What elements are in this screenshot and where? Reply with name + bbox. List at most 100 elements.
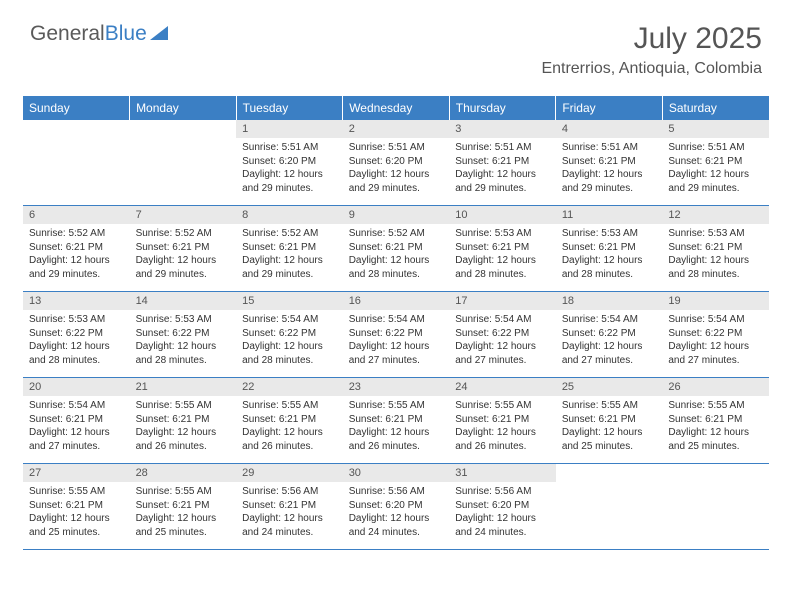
calendar-day-cell: 5Sunrise: 5:51 AMSunset: 6:21 PMDaylight… bbox=[662, 120, 769, 206]
day-number: 20 bbox=[23, 378, 130, 396]
day-line: Sunset: 6:22 PM bbox=[562, 327, 657, 341]
weekday-header: Wednesday bbox=[343, 96, 450, 120]
day-details: Sunrise: 5:56 AMSunset: 6:21 PMDaylight:… bbox=[236, 482, 343, 549]
day-number: 14 bbox=[130, 292, 237, 310]
day-line: Daylight: 12 hours bbox=[349, 168, 444, 182]
day-number: 31 bbox=[449, 464, 556, 482]
weekday-header: Saturday bbox=[662, 96, 769, 120]
day-line: Sunset: 6:21 PM bbox=[29, 241, 124, 255]
day-line: Sunset: 6:21 PM bbox=[136, 413, 231, 427]
calendar-day-cell: 25Sunrise: 5:55 AMSunset: 6:21 PMDayligh… bbox=[556, 378, 663, 464]
day-line: Sunrise: 5:55 AM bbox=[455, 399, 550, 413]
day-number: 6 bbox=[23, 206, 130, 224]
day-line: Sunrise: 5:56 AM bbox=[242, 485, 337, 499]
day-number: 21 bbox=[130, 378, 237, 396]
day-line: and 27 minutes. bbox=[562, 354, 657, 368]
day-line: Sunset: 6:21 PM bbox=[455, 413, 550, 427]
day-line: Sunset: 6:21 PM bbox=[349, 413, 444, 427]
logo-text: GeneralBlue bbox=[30, 22, 147, 46]
calendar-day-cell: 14Sunrise: 5:53 AMSunset: 6:22 PMDayligh… bbox=[130, 292, 237, 378]
calendar-day-cell: 2Sunrise: 5:51 AMSunset: 6:20 PMDaylight… bbox=[343, 120, 450, 206]
day-line: Sunset: 6:20 PM bbox=[349, 499, 444, 513]
logo-word2: Blue bbox=[105, 22, 147, 45]
title-block: July 2025 Entrerrios, Antioquia, Colombi… bbox=[541, 22, 762, 78]
day-line: Daylight: 12 hours bbox=[455, 340, 550, 354]
day-line: Sunrise: 5:53 AM bbox=[455, 227, 550, 241]
day-line: Sunrise: 5:53 AM bbox=[562, 227, 657, 241]
day-line: Sunset: 6:21 PM bbox=[29, 413, 124, 427]
day-details: Sunrise: 5:55 AMSunset: 6:21 PMDaylight:… bbox=[130, 482, 237, 549]
day-line: Sunset: 6:22 PM bbox=[455, 327, 550, 341]
calendar-day-cell: 1Sunrise: 5:51 AMSunset: 6:20 PMDaylight… bbox=[236, 120, 343, 206]
day-line: and 29 minutes. bbox=[242, 182, 337, 196]
day-line: Daylight: 12 hours bbox=[136, 340, 231, 354]
calendar-day-cell: 27Sunrise: 5:55 AMSunset: 6:21 PMDayligh… bbox=[23, 464, 130, 550]
day-line: Sunrise: 5:52 AM bbox=[29, 227, 124, 241]
day-details: Sunrise: 5:51 AMSunset: 6:20 PMDaylight:… bbox=[343, 138, 450, 205]
day-details: Sunrise: 5:54 AMSunset: 6:22 PMDaylight:… bbox=[662, 310, 769, 377]
day-line: Sunrise: 5:55 AM bbox=[136, 399, 231, 413]
day-line: Sunrise: 5:55 AM bbox=[242, 399, 337, 413]
day-line: Sunrise: 5:54 AM bbox=[349, 313, 444, 327]
day-details: Sunrise: 5:55 AMSunset: 6:21 PMDaylight:… bbox=[130, 396, 237, 463]
day-line: Daylight: 12 hours bbox=[668, 254, 763, 268]
day-line: and 28 minutes. bbox=[349, 268, 444, 282]
day-line: Sunrise: 5:54 AM bbox=[562, 313, 657, 327]
calendar-day-cell: 8Sunrise: 5:52 AMSunset: 6:21 PMDaylight… bbox=[236, 206, 343, 292]
day-line: and 27 minutes. bbox=[349, 354, 444, 368]
day-line: and 26 minutes. bbox=[455, 440, 550, 454]
day-line: and 29 minutes. bbox=[668, 182, 763, 196]
day-number: 9 bbox=[343, 206, 450, 224]
day-number: 2 bbox=[343, 120, 450, 138]
day-line: Daylight: 12 hours bbox=[349, 426, 444, 440]
day-details: Sunrise: 5:52 AMSunset: 6:21 PMDaylight:… bbox=[343, 224, 450, 291]
weekday-header: Monday bbox=[130, 96, 237, 120]
calendar-day-cell: 24Sunrise: 5:55 AMSunset: 6:21 PMDayligh… bbox=[449, 378, 556, 464]
calendar-day-cell: 16Sunrise: 5:54 AMSunset: 6:22 PMDayligh… bbox=[343, 292, 450, 378]
calendar-day-cell: 22Sunrise: 5:55 AMSunset: 6:21 PMDayligh… bbox=[236, 378, 343, 464]
day-number: 4 bbox=[556, 120, 663, 138]
day-line: Sunset: 6:21 PM bbox=[562, 155, 657, 169]
calendar-day-cell bbox=[662, 464, 769, 550]
day-line: Daylight: 12 hours bbox=[29, 426, 124, 440]
page-title: July 2025 bbox=[541, 22, 762, 56]
calendar-week-row: 27Sunrise: 5:55 AMSunset: 6:21 PMDayligh… bbox=[23, 464, 769, 550]
day-line: and 25 minutes. bbox=[29, 526, 124, 540]
calendar-week-row: 1Sunrise: 5:51 AMSunset: 6:20 PMDaylight… bbox=[23, 120, 769, 206]
day-line: Daylight: 12 hours bbox=[242, 512, 337, 526]
day-line: Daylight: 12 hours bbox=[29, 254, 124, 268]
day-line: Sunset: 6:21 PM bbox=[242, 241, 337, 255]
day-number: 16 bbox=[343, 292, 450, 310]
calendar-day-cell: 29Sunrise: 5:56 AMSunset: 6:21 PMDayligh… bbox=[236, 464, 343, 550]
day-line: Sunrise: 5:52 AM bbox=[136, 227, 231, 241]
day-line: and 26 minutes. bbox=[136, 440, 231, 454]
day-number: 15 bbox=[236, 292, 343, 310]
logo-word1: General bbox=[30, 22, 105, 45]
day-details: Sunrise: 5:54 AMSunset: 6:22 PMDaylight:… bbox=[449, 310, 556, 377]
day-line: and 25 minutes. bbox=[562, 440, 657, 454]
day-line: Sunrise: 5:55 AM bbox=[562, 399, 657, 413]
day-line: Sunset: 6:21 PM bbox=[562, 241, 657, 255]
day-line: Sunrise: 5:52 AM bbox=[349, 227, 444, 241]
day-line: and 29 minutes. bbox=[242, 268, 337, 282]
day-number: 27 bbox=[23, 464, 130, 482]
day-line: and 28 minutes. bbox=[455, 268, 550, 282]
day-line: Daylight: 12 hours bbox=[455, 426, 550, 440]
day-line: Daylight: 12 hours bbox=[349, 512, 444, 526]
day-number: 7 bbox=[130, 206, 237, 224]
day-line: Sunset: 6:21 PM bbox=[136, 241, 231, 255]
day-details: Sunrise: 5:54 AMSunset: 6:22 PMDaylight:… bbox=[343, 310, 450, 377]
day-details: Sunrise: 5:55 AMSunset: 6:21 PMDaylight:… bbox=[556, 396, 663, 463]
calendar-day-cell: 30Sunrise: 5:56 AMSunset: 6:20 PMDayligh… bbox=[343, 464, 450, 550]
day-details: Sunrise: 5:53 AMSunset: 6:21 PMDaylight:… bbox=[662, 224, 769, 291]
calendar-week-row: 6Sunrise: 5:52 AMSunset: 6:21 PMDaylight… bbox=[23, 206, 769, 292]
day-line: Daylight: 12 hours bbox=[562, 340, 657, 354]
day-line: Daylight: 12 hours bbox=[136, 426, 231, 440]
day-line: and 27 minutes. bbox=[29, 440, 124, 454]
day-line: Sunrise: 5:54 AM bbox=[29, 399, 124, 413]
day-line: and 24 minutes. bbox=[242, 526, 337, 540]
day-number: 18 bbox=[556, 292, 663, 310]
day-line: Sunrise: 5:54 AM bbox=[242, 313, 337, 327]
day-line: Sunrise: 5:55 AM bbox=[349, 399, 444, 413]
day-line: Daylight: 12 hours bbox=[242, 340, 337, 354]
